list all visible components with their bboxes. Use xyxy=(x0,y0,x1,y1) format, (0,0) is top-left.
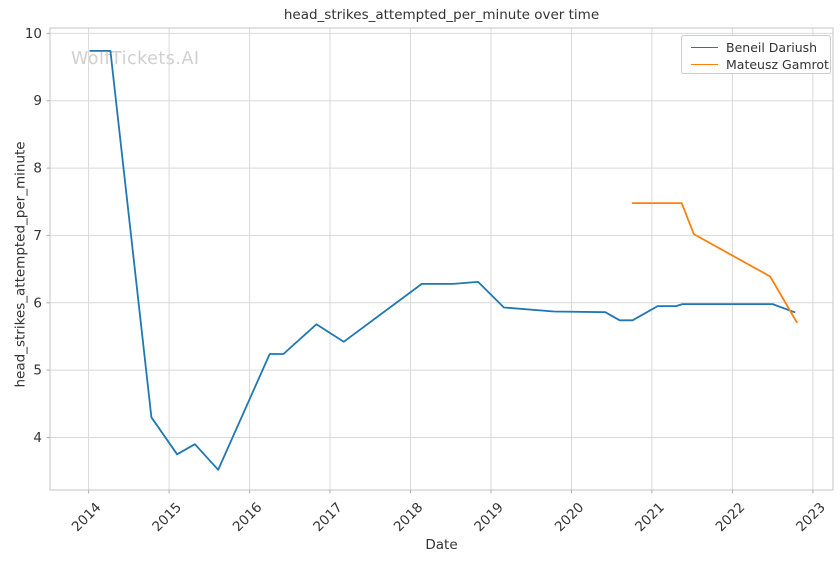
x-tick-label: 2014 xyxy=(69,500,105,536)
x-axis-label: Date xyxy=(425,537,458,553)
x-tick-label: 2020 xyxy=(552,500,588,536)
x-tick-label: 2016 xyxy=(230,500,266,536)
y-tick-label: 7 xyxy=(33,228,42,244)
y-tick-label: 4 xyxy=(33,430,42,446)
x-tick-label: 2015 xyxy=(149,500,185,536)
legend-line-swatch xyxy=(691,64,718,65)
legend-line-swatch xyxy=(691,47,718,48)
legend-entry: Beneil Dariush xyxy=(682,39,830,56)
x-tick-label: 2022 xyxy=(713,500,749,536)
x-tick-label: 2021 xyxy=(632,500,668,536)
legend-entry: Mateusz Gamrot xyxy=(682,56,830,73)
legend-label: Beneil Dariush xyxy=(726,40,818,55)
x-tick-label: 2018 xyxy=(391,500,427,536)
x-tick-label: 2023 xyxy=(793,500,829,536)
series-line-mateusz-gamrot xyxy=(631,202,798,324)
series-line-beneil-dariush xyxy=(89,50,796,471)
x-tick-label: 2019 xyxy=(471,500,507,536)
y-tick-label: 5 xyxy=(33,363,42,379)
y-tick-label: 8 xyxy=(33,161,42,177)
x-tick-label: 2017 xyxy=(310,500,346,536)
y-tick-label: 9 xyxy=(33,93,42,109)
axes-spines xyxy=(49,27,834,491)
y-tick-label: 10 xyxy=(25,26,42,42)
y-tick-label: 6 xyxy=(33,295,42,311)
y-axis-label: head_strikes_attempted_per_minute xyxy=(12,141,29,388)
legend-label: Mateusz Gamrot xyxy=(726,57,829,72)
chart-title: head_strikes_attempted_per_minute over t… xyxy=(283,7,600,23)
legend: Beneil Dariush Mateusz Gamrot xyxy=(681,35,831,74)
watermark: WolfTickets.AI xyxy=(71,49,200,69)
